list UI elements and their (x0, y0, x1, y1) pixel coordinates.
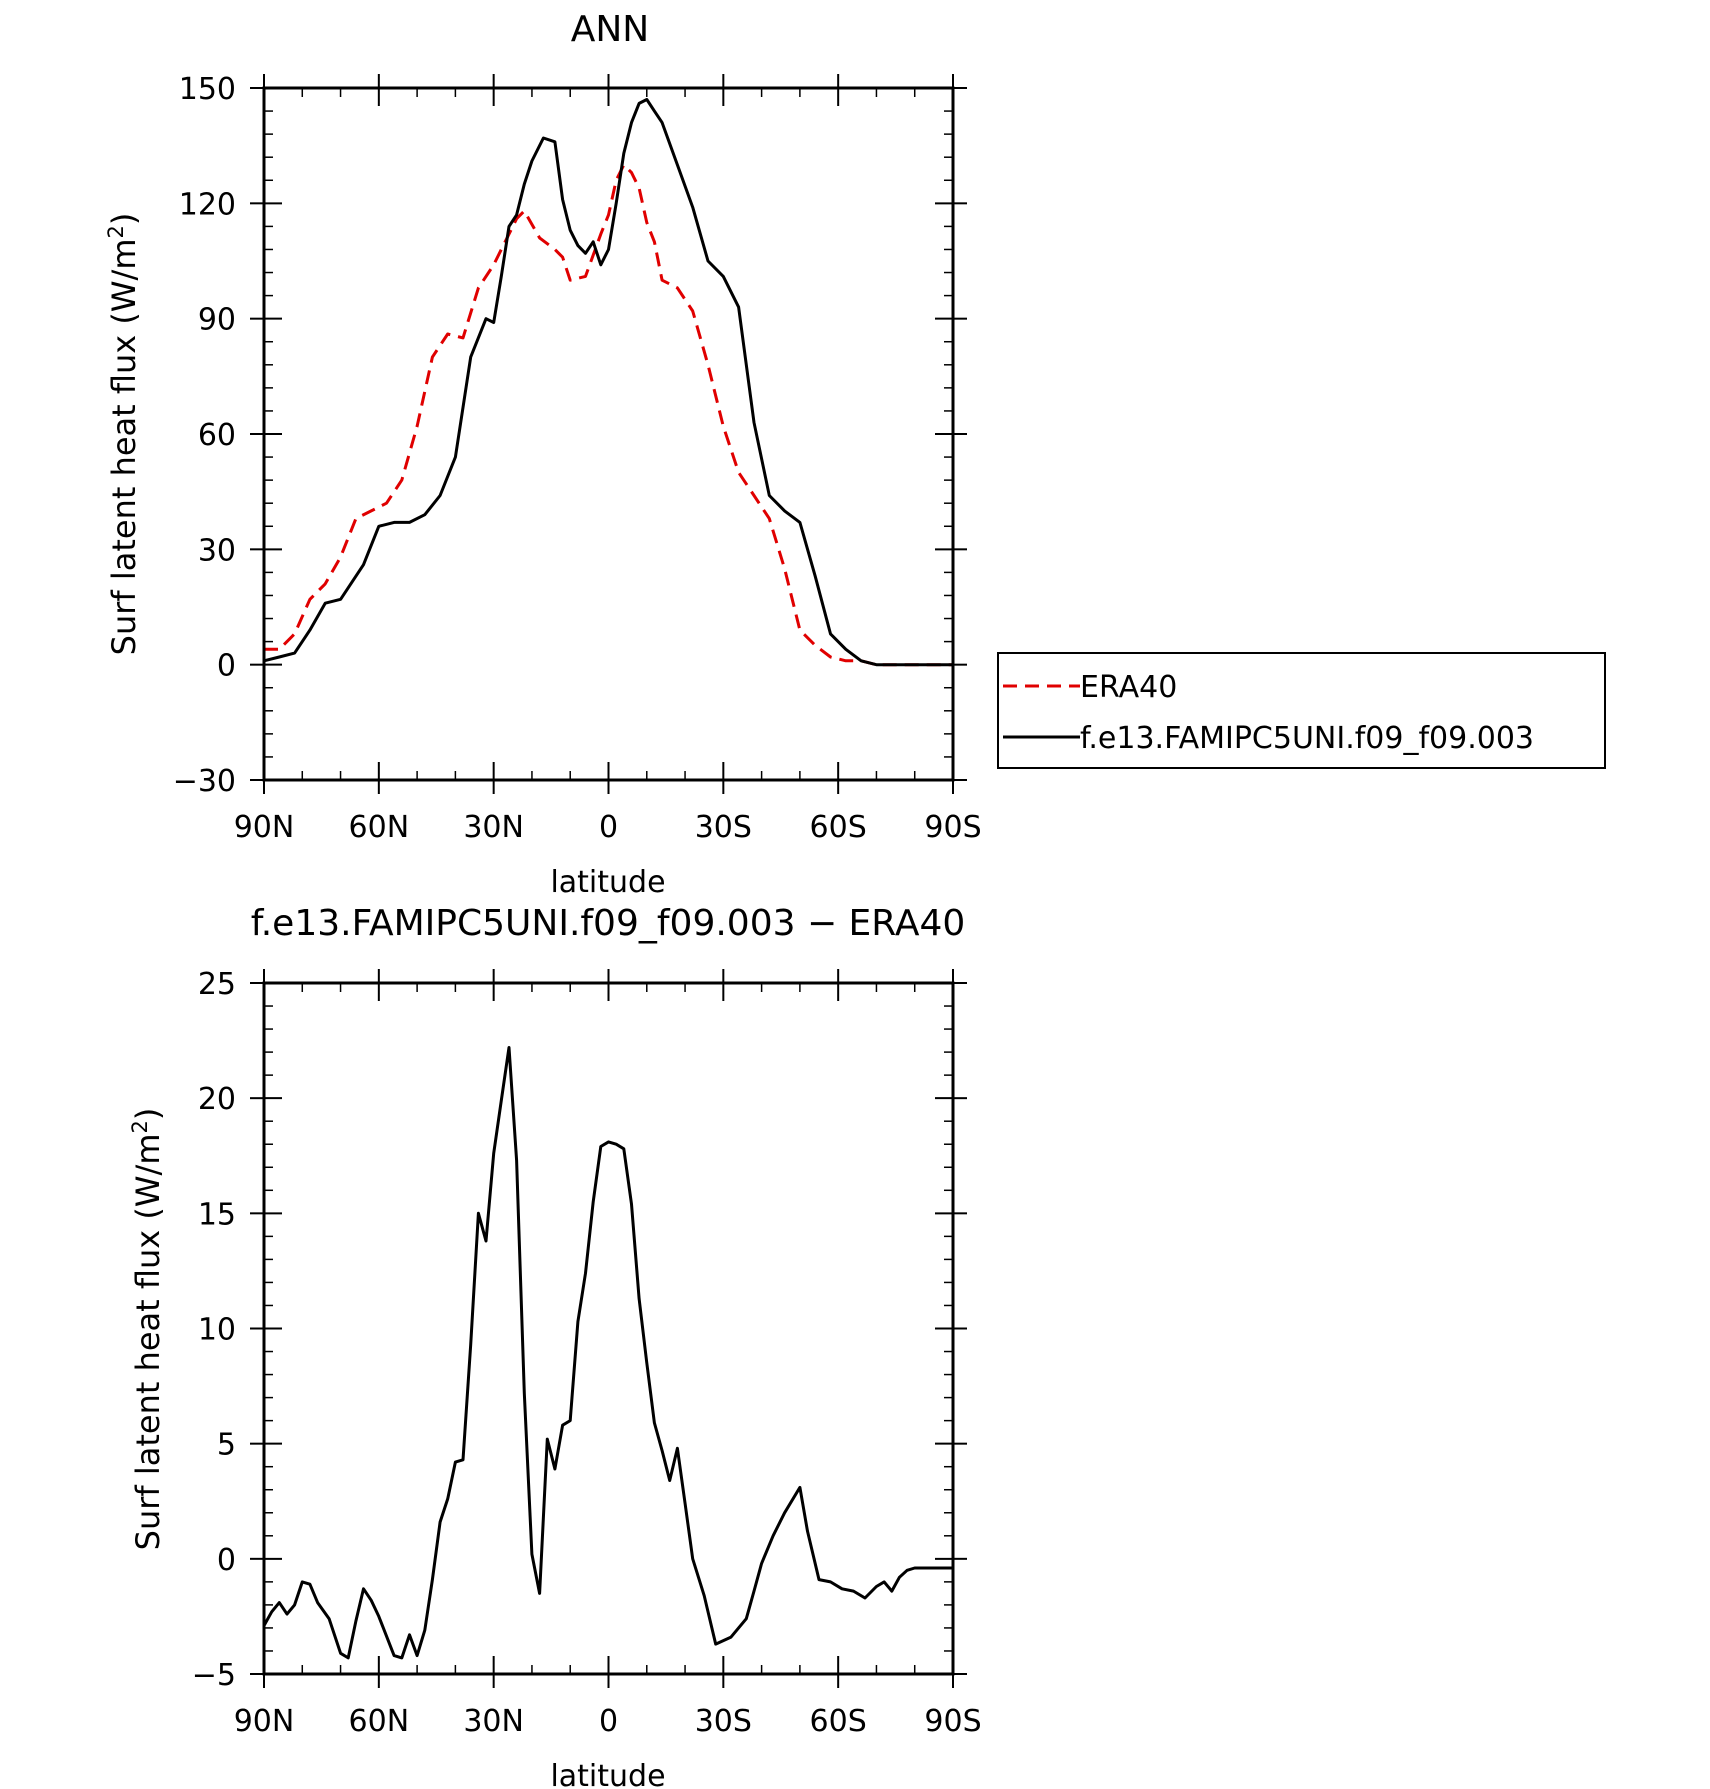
x-tick-label: 90S (924, 1704, 981, 1739)
x-tick-label: 90N (234, 1704, 295, 1739)
bottom-xlabel: latitude (550, 1759, 665, 1789)
y-tick-label: 30 (198, 533, 236, 568)
x-tick-label: 30S (695, 810, 752, 845)
bottom-plot-frame (262, 981, 955, 1676)
y-tick-label: 10 (198, 1313, 236, 1348)
y-tick-label: −30 (173, 764, 236, 799)
x-tick-label: 60N (349, 810, 410, 845)
top-tick-labels: −30 0 30 60 90 120 150 90N 60N 30N 0 30S 60S 90S (173, 72, 982, 845)
y-tick-label: 0 (217, 649, 236, 684)
x-tick-label: 30N (463, 810, 524, 845)
top-axis-ticks (250, 74, 967, 794)
legend-model-label: f.e13.FAMIPC5UNI.f09_f09.003 (1080, 721, 1534, 756)
x-tick-label: 90N (234, 810, 295, 845)
x-tick-label: 0 (599, 1704, 618, 1739)
y-tick-label: 5 (217, 1428, 236, 1463)
legend: ERA40 f.e13.FAMIPC5UNI.f09_f09.003 (997, 652, 1606, 769)
y-tick-label: 120 (179, 187, 236, 222)
model-line (263, 98, 953, 667)
top-ylabel: Surf latent heat flux (W/m2) (104, 213, 143, 656)
x-tick-label: 60S (810, 1704, 867, 1739)
y-tick-label: 15 (198, 1197, 236, 1232)
y-tick-label: 0 (217, 1543, 236, 1578)
bottom-tick-labels: −5 0 5 10 15 20 25 90N 60N 30N 0 30S 60S 90S (192, 967, 982, 1739)
y-tick-label: 20 (198, 1082, 236, 1117)
bottom-panel: f.e13.FAMIPC5UNI.f09_f09.003 − ERA40 −5 0… (128, 903, 982, 1789)
difference-line (262, 1046, 953, 1660)
x-tick-label: 90S (924, 810, 981, 845)
top-title: ANN (571, 9, 650, 50)
y-tick-label: 150 (179, 72, 236, 107)
x-tick-label: 30N (463, 1704, 524, 1739)
bottom-series-lines (262, 1046, 953, 1660)
y-tick-label: 25 (198, 967, 236, 1002)
top-plot-frame (262, 86, 955, 782)
x-tick-label: 0 (599, 810, 618, 845)
era40-line (264, 163, 953, 667)
bottom-axis-ticks (250, 969, 967, 1688)
y-tick-label: −5 (192, 1658, 236, 1693)
top-series-lines (263, 98, 953, 667)
y-tick-label: 90 (198, 303, 236, 338)
bottom-title: f.e13.FAMIPC5UNI.f09_f09.003 − ERA40 (251, 903, 966, 944)
bottom-ylabel: Surf latent heat flux (W/m2) (128, 1108, 167, 1551)
legend-box (997, 652, 1606, 769)
x-tick-label: 60N (349, 1704, 410, 1739)
top-xlabel: latitude (550, 865, 665, 900)
legend-era40-label: ERA40 (1080, 670, 1177, 705)
x-tick-label: 60S (810, 810, 867, 845)
y-tick-label: 60 (198, 418, 236, 453)
x-tick-label: 30S (695, 1704, 752, 1739)
